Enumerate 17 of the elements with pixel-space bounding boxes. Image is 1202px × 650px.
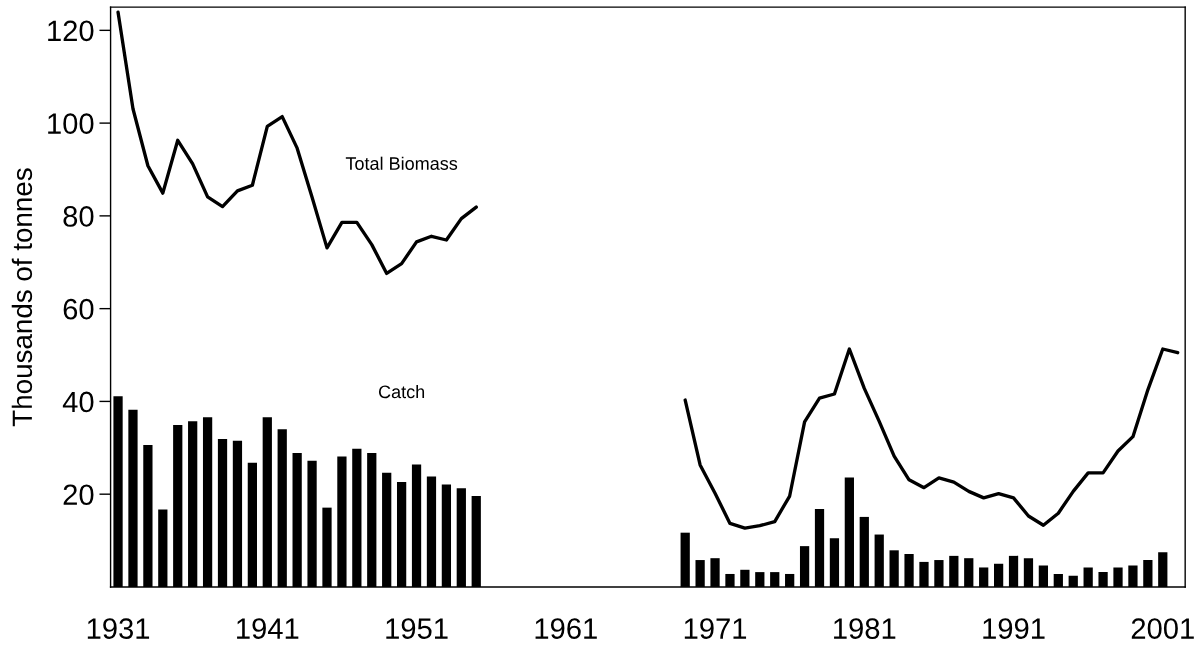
x-tick-label: 1991 <box>983 618 1045 639</box>
y-tick-label: 80 <box>63 206 94 227</box>
y-tick-label: 60 <box>63 298 94 320</box>
x-tick-label: 1931 <box>87 618 150 639</box>
x-tick-label: 1971 <box>684 618 747 639</box>
x-tick-label: 1961 <box>535 618 597 639</box>
y-tick-label: 20 <box>63 484 94 506</box>
y-tick-label: 40 <box>62 391 94 413</box>
y-tick-label: 120 <box>48 20 94 42</box>
text: Total Biomass <box>345 156 458 170</box>
text: Catch <box>378 385 425 399</box>
x-tick-label: 2001 <box>1131 618 1194 639</box>
y-tick-label: 100 <box>48 113 94 134</box>
y-axis-title: Thousands of tonnes <box>11 168 33 427</box>
x-tick-label: 1951 <box>386 618 448 639</box>
x-tick-label: 1981 <box>834 618 896 639</box>
x-tick-label: 1941 <box>237 618 299 639</box>
